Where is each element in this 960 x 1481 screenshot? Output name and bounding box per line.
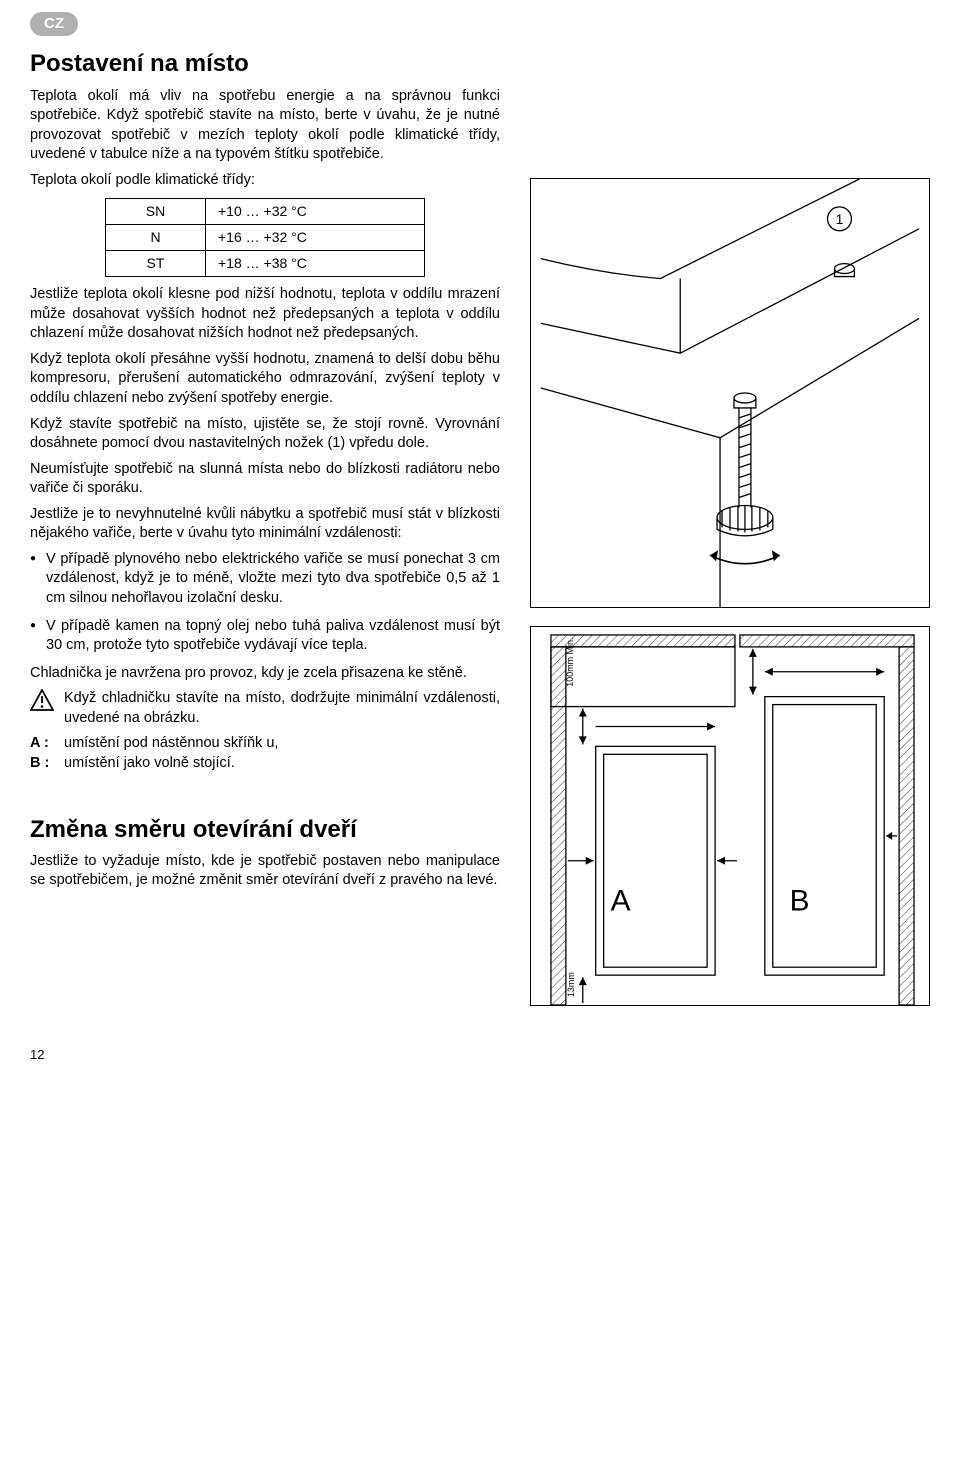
- table-cell: ST: [106, 251, 206, 277]
- table-row: N +16 … +32 °C: [106, 225, 425, 251]
- section1-title: Postavení na místo: [30, 48, 500, 80]
- section1-p6: Neumísťujte spotřebič na slunná místa ne…: [30, 460, 500, 499]
- text-column: Postavení na místo Teplota okolí má vliv…: [30, 48, 500, 1006]
- def-b-text: umístění jako volně stojící.: [64, 754, 235, 774]
- bullet-list: V případě plynového nebo elektrického va…: [30, 550, 500, 656]
- figure-placement-ab: 100mm Min. A B 13mm: [530, 626, 930, 1006]
- svg-text:1: 1: [836, 211, 844, 227]
- section1-p2: Teplota okolí podle klimatické třídy:: [30, 171, 500, 191]
- table-cell: +16 … +32 °C: [206, 225, 425, 251]
- table-cell: +18 … +38 °C: [206, 251, 425, 277]
- label-a: A :: [30, 734, 56, 754]
- fig2-label-a: A: [611, 885, 631, 918]
- table-row: ST +18 … +38 °C: [106, 251, 425, 277]
- section1-p1: Teplota okolí má vliv na spotřebu energi…: [30, 87, 500, 165]
- warning-block: Když chladničku stavíte na místo, dodržu…: [30, 689, 500, 728]
- climate-class-table: SN +10 … +32 °C N +16 … +32 °C ST +18 … …: [105, 198, 425, 277]
- label-b: B :: [30, 754, 56, 774]
- fig2-label-100mm: 100mm Min.: [565, 638, 575, 687]
- section2-p1: Jestliže to vyžaduje místo, kde je spotř…: [30, 852, 500, 891]
- section1-p7: Jestliže je to nevyhnutelné kvůli nábytk…: [30, 505, 500, 544]
- figure-leveling-foot: 1: [530, 178, 930, 608]
- warning-icon: [30, 689, 54, 718]
- section1-p8: Chladnička je navržena pro provoz, kdy j…: [30, 664, 500, 684]
- table-cell: SN: [106, 199, 206, 225]
- language-badge: CZ: [30, 12, 78, 36]
- warning-text: Když chladničku stavíte na místo, dodržu…: [64, 689, 500, 728]
- table-cell: N: [106, 225, 206, 251]
- table-cell: +10 … +32 °C: [206, 199, 425, 225]
- content-columns: Postavení na místo Teplota okolí má vliv…: [30, 48, 930, 1006]
- section1-p3: Jestliže teplota okolí klesne pod nižší …: [30, 285, 500, 344]
- def-a-text: umístění pod nástěnnou skříňk u,: [64, 734, 278, 754]
- table-row: SN +10 … +32 °C: [106, 199, 425, 225]
- section1-p4: Když teplota okolí přesáhne vyšší hodnot…: [30, 350, 500, 409]
- figure-column: 1: [530, 48, 930, 1006]
- section1-p5: Když stavíte spotřebič na místo, ujistět…: [30, 415, 500, 454]
- section2-title: Změna směru otevírání dveří: [30, 814, 500, 846]
- ab-definitions: A : umístění pod nástěnnou skříňk u, B :…: [30, 734, 500, 773]
- list-item: V případě kamen na topný olej nebo tuhá …: [30, 617, 500, 656]
- definition-row: A : umístění pod nástěnnou skříňk u,: [30, 734, 500, 754]
- fig2-label-b: B: [790, 885, 810, 918]
- list-item: V případě plynového nebo elektrického va…: [30, 550, 500, 609]
- page-number: 12: [30, 1046, 930, 1064]
- fig2-label-13mm: 13mm: [566, 972, 576, 997]
- definition-row: B : umístění jako volně stojící.: [30, 754, 500, 774]
